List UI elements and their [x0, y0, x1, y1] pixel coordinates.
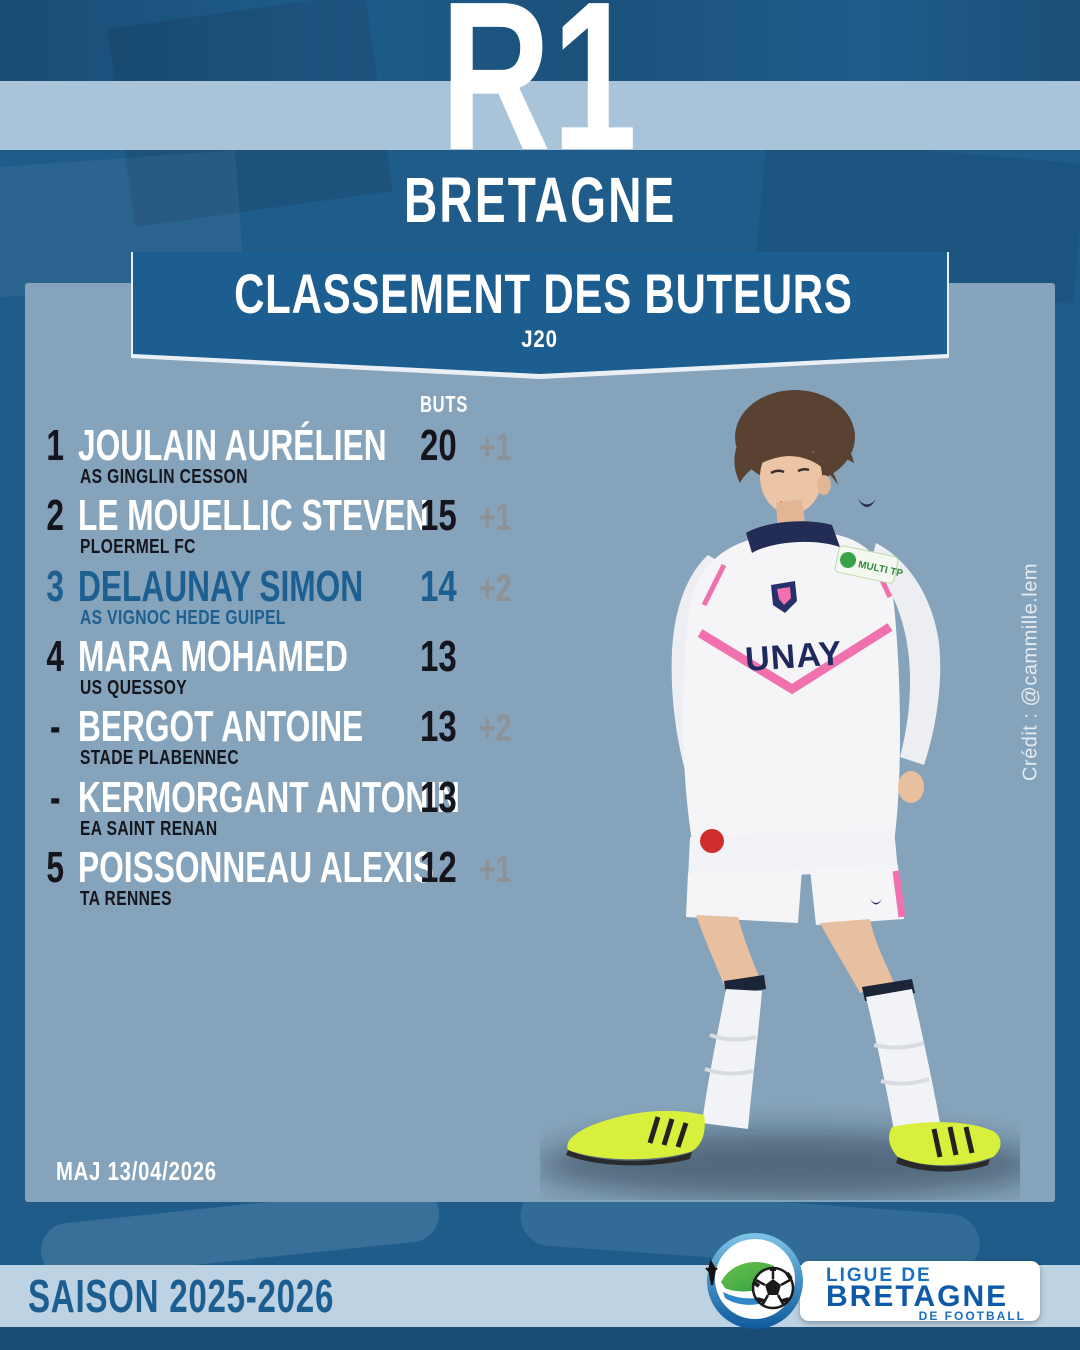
banner-matchday: J20 [521, 326, 559, 353]
league-logo-line1: LIGUE DE [826, 1265, 932, 1286]
player-head [734, 390, 855, 535]
scorer-row: 4 MARA MOHAMED US QUESSOY 13 [36, 635, 656, 703]
scorer-rank: 5 [46, 843, 64, 892]
kappa-logo-shoulder [858, 499, 876, 507]
goals-bonus: +1 [478, 849, 512, 891]
photo-credit: Crédit : @cammille.lem [1019, 562, 1042, 782]
goals-cell: 15 +1 [420, 494, 522, 540]
goals-count: 13 [420, 773, 457, 822]
goals-count: 12 [420, 843, 457, 892]
goals-count: 14 [420, 562, 457, 611]
title-banner: CLASSEMENT DES BUTEURS J20 [131, 252, 949, 380]
shorts-patch [700, 829, 724, 853]
scorer-rank: 3 [46, 562, 64, 611]
banner-shape [131, 252, 949, 379]
player-shorts [686, 829, 906, 925]
goals-cell: 20 +1 [420, 424, 522, 470]
goals-count: 13 [420, 632, 457, 681]
jersey-sponsor-text: UNAY [744, 634, 844, 679]
player-photo: MULTI TP UNAY [540, 390, 1020, 1199]
goals-bonus: +1 [478, 427, 512, 469]
goals-bonus: +2 [478, 708, 512, 750]
player-name: BERGOT ANTOINE [78, 702, 364, 751]
update-date: MAJ 13/04/2026 [56, 1156, 217, 1186]
region-title: BRETAGNE [403, 164, 677, 236]
player-name: LE MOUELLIC STEVEN [78, 491, 429, 540]
goals-cell: 13 [420, 635, 469, 679]
club-name: AS VIGNOC HEDE GUIPEL [80, 607, 286, 629]
ermine-icon [705, 1259, 718, 1286]
goals-bonus: +1 [478, 497, 512, 539]
scorer-rank: - [49, 773, 61, 822]
scorer-row: 5 POISSONNEAU ALEXIS TA RENNES 12 +1 [36, 846, 656, 914]
goals-cell: 13 [420, 776, 469, 820]
goals-count: 20 [420, 421, 457, 470]
club-name: PLOERMEL FC [80, 536, 196, 558]
scorer-row: 1 JOULAIN AURÉLIEN AS GINGLIN CESSON 20 +… [36, 424, 656, 492]
scorer-rank: 4 [46, 632, 64, 681]
player-jersey: MULTI TP UNAY [671, 499, 941, 857]
banner-title: CLASSEMENT DES BUTEURS [234, 262, 853, 325]
season-label: SAISON 2025-2026 [28, 1270, 335, 1322]
player-name: POISSONNEAU ALEXIS [78, 843, 435, 892]
scorer-rank: - [49, 702, 61, 751]
goals-count: 15 [420, 491, 457, 540]
scorer-row: 2 LE MOUELLIC STEVEN PLOERMEL FC 15 +1 [36, 494, 656, 562]
scorer-rank: 2 [46, 491, 64, 540]
player-boots [566, 1110, 1001, 1172]
goals-bonus: +2 [478, 568, 512, 610]
shoulder-patch: MULTI TP [834, 545, 904, 584]
competition-title: R1 [440, 0, 639, 194]
club-name: STADE PLABENNEC [80, 747, 239, 769]
league-logo-line3: DE FOOTBALL [918, 1309, 1026, 1323]
player-name: DELAUNAY SIMON [78, 562, 364, 611]
league-logo-line2: BRETAGNE [826, 1280, 1009, 1313]
club-name: TA RENNES [80, 888, 172, 910]
player-name: JOULAIN AURÉLIEN [78, 421, 387, 470]
scorer-row: - BERGOT ANTOINE STADE PLABENNEC 13 +2 [36, 705, 656, 773]
scorer-row: 3 DELAUNAY SIMON AS VIGNOC HEDE GUIPEL 1… [36, 565, 656, 633]
soccer-ball-icon [751, 1266, 795, 1310]
league-logo-emblem [705, 1233, 803, 1329]
goals-cell: 12 +1 [420, 846, 522, 892]
club-name: AS GINGLIN CESSON [80, 466, 248, 488]
scorer-row: - KERMORGANT ANTONIN EA SAINT RENAN 13 [36, 776, 656, 844]
scorer-rank: 1 [46, 421, 64, 470]
goals-cell: 13 +2 [420, 705, 522, 751]
player-legs [696, 915, 940, 1131]
club-name: US QUESSOY [80, 677, 188, 699]
league-logo-box: LIGUE DE BRETAGNE DE FOOTBALL [800, 1261, 1040, 1323]
goals-cell: 14 +2 [420, 565, 522, 611]
bg-texture-bottom3 [0, 1327, 1080, 1350]
goals-column-header: BUTS [420, 391, 468, 417]
player-name: KERMORGANT ANTONIN [78, 773, 460, 822]
player-name: MARA MOHAMED [78, 632, 348, 681]
header-stripe [0, 81, 1080, 150]
club-name: EA SAINT RENAN [80, 818, 218, 840]
goals-count: 13 [420, 702, 457, 751]
club-crest [771, 581, 797, 613]
